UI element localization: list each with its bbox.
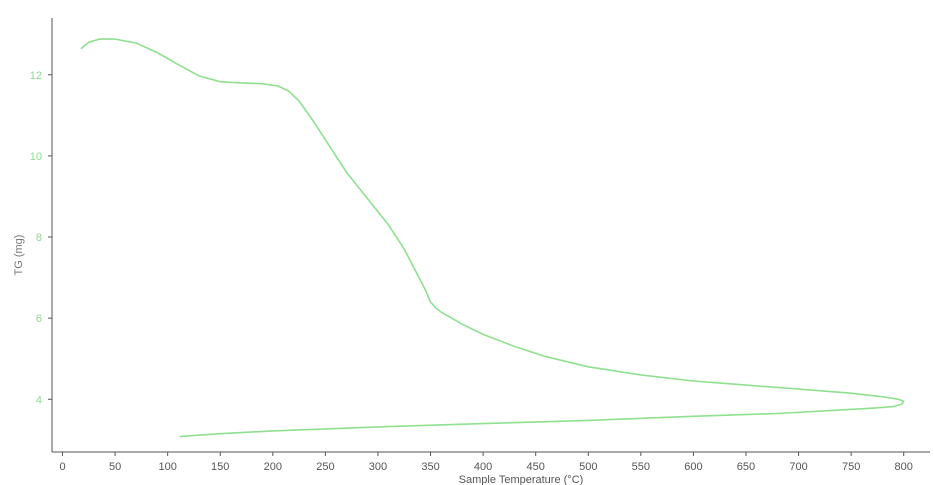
- y-ticks: 4 6 8 10 12: [30, 70, 52, 406]
- x-ticks: 0 50 100 150 200 250 300 350 400 450 500 550 600 650 7…: [59, 452, 913, 473]
- x-tick-label: 200: [264, 461, 282, 473]
- x-tick-label: 800: [895, 461, 913, 473]
- x-tick-label: 700: [789, 461, 807, 473]
- y-axis-label: TG (mg): [13, 235, 25, 276]
- y-tick-label: 8: [36, 232, 42, 244]
- x-tick-label: 450: [527, 461, 545, 473]
- x-tick-label: 650: [737, 461, 755, 473]
- x-tick-label: 750: [842, 461, 860, 473]
- x-tick-label: 100: [158, 461, 176, 473]
- x-tick-label: 50: [109, 461, 121, 473]
- x-tick-label: 500: [579, 461, 597, 473]
- x-tick-label: 550: [632, 461, 650, 473]
- x-tick-label: 250: [316, 461, 334, 473]
- tg-series-line: [80, 38, 905, 438]
- x-tick-label: 350: [421, 461, 439, 473]
- x-tick-label: 0: [59, 461, 65, 473]
- y-tick-label: 4: [36, 394, 42, 406]
- axes: [51, 18, 930, 453]
- y-tick-label: 12: [30, 70, 42, 82]
- x-tick-label: 150: [211, 461, 229, 473]
- x-tick-label: 300: [369, 461, 387, 473]
- y-tick-label: 6: [36, 313, 42, 325]
- x-tick-label: 600: [684, 461, 702, 473]
- y-tick-label: 10: [30, 151, 42, 163]
- x-axis-label: Sample Temperature (°C): [459, 474, 584, 485]
- x-tick-label: 400: [474, 461, 492, 473]
